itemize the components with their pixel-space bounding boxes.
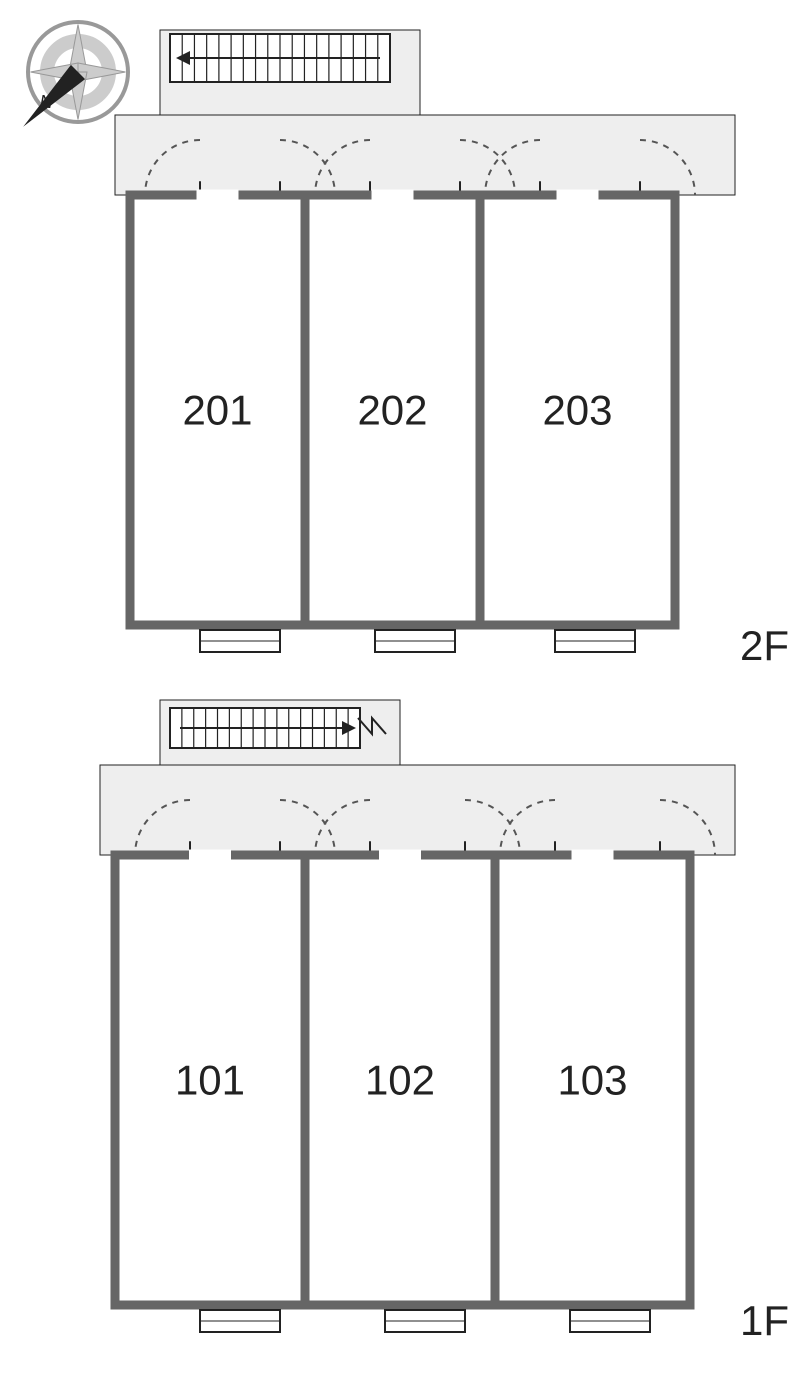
unit-label: 201 [182, 387, 252, 434]
floor-label: 2F [740, 622, 789, 669]
floor-label: 1F [740, 1297, 789, 1344]
unit-101: 101 [115, 850, 305, 1306]
unit-label: 202 [357, 387, 427, 434]
unit-203: 203 [480, 190, 675, 626]
corridor [100, 765, 735, 855]
floorplan-diagram: N 201 202 203 2F 101 102 103 1F [0, 0, 800, 1373]
unit-201: 201 [130, 190, 305, 626]
svg-text:N: N [40, 92, 54, 112]
unit-label: 101 [175, 1057, 245, 1104]
stairs-icon [170, 34, 390, 82]
unit-202: 202 [305, 190, 480, 626]
unit-103: 103 [495, 850, 690, 1306]
unit-label: 102 [365, 1057, 435, 1104]
unit-102: 102 [305, 850, 495, 1306]
unit-label: 203 [542, 387, 612, 434]
stairs-icon [170, 708, 386, 748]
floor-1F: 101 102 103 1F [100, 700, 789, 1344]
unit-label: 103 [557, 1057, 627, 1104]
corridor [115, 115, 735, 195]
